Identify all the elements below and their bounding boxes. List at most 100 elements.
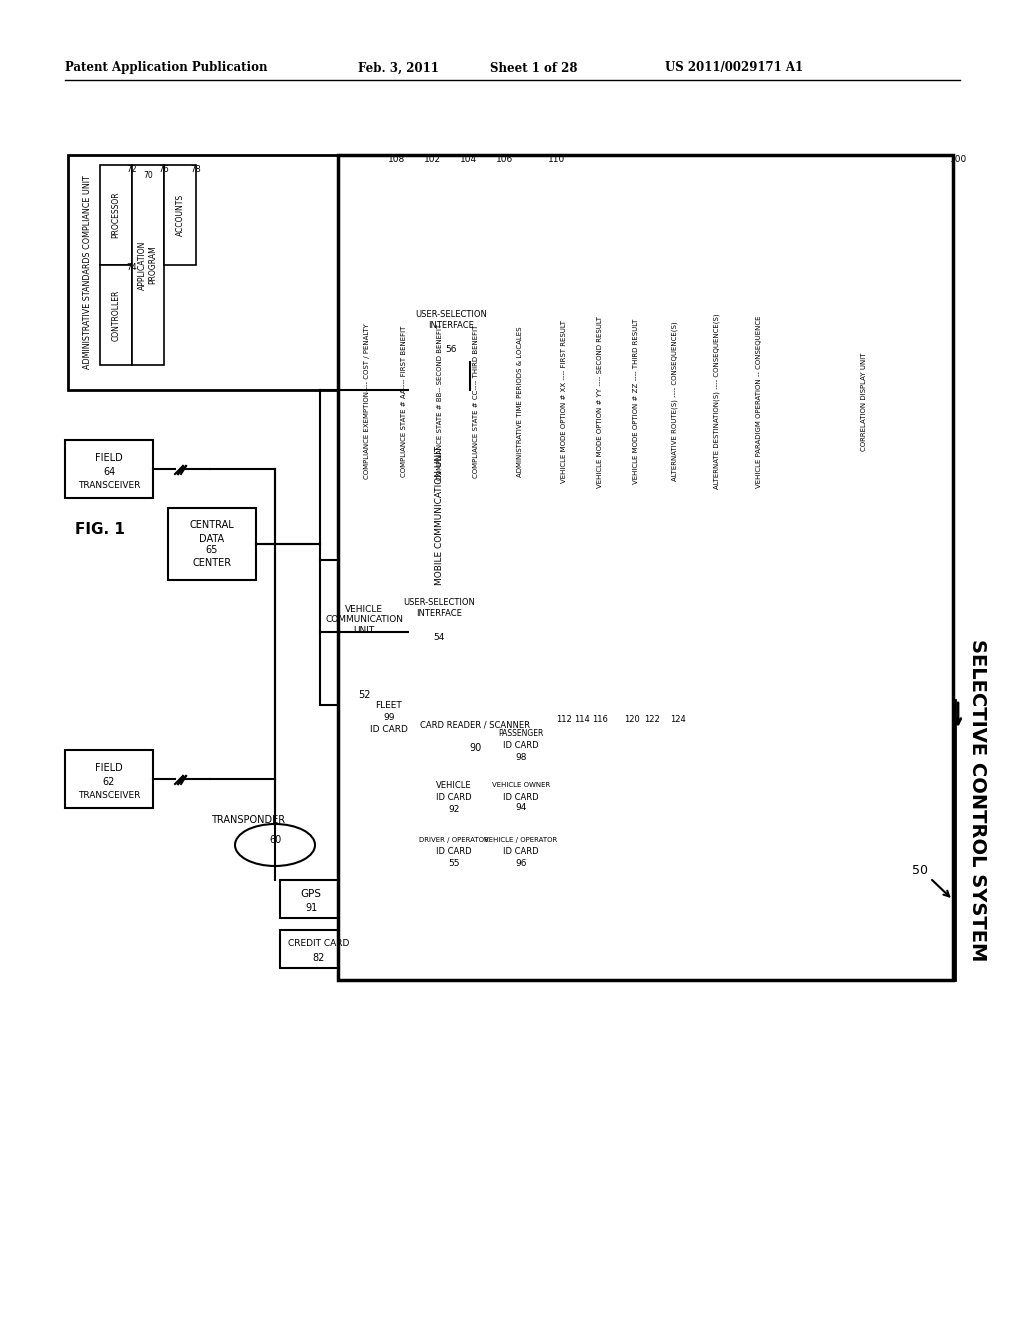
Bar (408, 579, 470, 648)
Text: 54: 54 (433, 634, 444, 643)
Text: 122: 122 (644, 715, 659, 725)
Bar (319, 560, 408, 705)
Bar (132, 165, 164, 366)
Text: VEHICLE OWNER: VEHICLE OWNER (492, 781, 550, 788)
Text: GPS: GPS (300, 888, 322, 899)
Bar (738, 165, 780, 638)
Text: FLEET: FLEET (376, 701, 402, 710)
Text: 55: 55 (449, 859, 460, 869)
Text: VEHICLE
COMMUNICATION
UNIT: VEHICLE COMMUNICATION UNIT (325, 605, 403, 635)
Text: USER-SELECTION
INTERFACE: USER-SELECTION INTERFACE (415, 310, 487, 330)
Text: TRANSCEIVER: TRANSCEIVER (78, 792, 140, 800)
Text: VEHICLE MODE OPTION # XX ---- FIRST RESULT: VEHICLE MODE OPTION # XX ---- FIRST RESU… (561, 319, 567, 483)
Text: ALTERNATE DESTINATION(S) ---- CONSEQUENCE(S): ALTERNATE DESTINATION(S) ---- CONSEQUENC… (714, 314, 720, 490)
Text: CENTER: CENTER (193, 558, 231, 568)
Text: CENTRAL: CENTRAL (189, 520, 234, 531)
Bar (422, 165, 458, 638)
Text: Feb. 3, 2011: Feb. 3, 2011 (358, 62, 439, 74)
Bar (338, 640, 953, 979)
Text: 98: 98 (515, 752, 526, 762)
Text: Sheet 1 of 28: Sheet 1 of 28 (490, 62, 578, 74)
Bar (490, 718, 552, 763)
Text: 90: 90 (469, 743, 481, 752)
Text: DRIVER / OPERATOR: DRIVER / OPERATOR (419, 837, 488, 843)
Bar (100, 165, 132, 265)
Bar (65, 750, 153, 808)
Text: ID CARD: ID CARD (436, 793, 472, 803)
Text: ID CARD: ID CARD (503, 741, 539, 750)
Bar (494, 165, 546, 638)
Bar (164, 165, 196, 265)
Text: 99: 99 (383, 714, 394, 722)
Text: 64: 64 (102, 467, 115, 477)
Bar (546, 165, 582, 638)
Text: ACCOUNTS: ACCOUNTS (175, 194, 184, 236)
Text: ID CARD: ID CARD (503, 847, 539, 857)
Text: TRANSPONDER: TRANSPONDER (211, 814, 285, 825)
Text: 96: 96 (515, 859, 526, 869)
Text: CREDIT CARD: CREDIT CARD (289, 940, 349, 949)
Text: APPLICATION
PROGRAM: APPLICATION PROGRAM (138, 240, 158, 289)
Text: FIELD: FIELD (95, 763, 123, 774)
Text: 92: 92 (449, 804, 460, 813)
Text: MOBILE COMMUNICATION UNIT: MOBILE COMMUNICATION UNIT (434, 445, 443, 585)
Text: SELECTIVE CONTROL SYSTEM: SELECTIVE CONTROL SYSTEM (969, 639, 987, 961)
Bar (68, 154, 411, 389)
Bar (490, 825, 552, 873)
Text: 104: 104 (460, 154, 477, 164)
Text: COMPLIANCE STATE # CC---- THIRD BENEFIT: COMPLIANCE STATE # CC---- THIRD BENEFIT (473, 325, 479, 478)
Text: 74: 74 (127, 264, 137, 272)
Bar (490, 770, 552, 814)
Bar (65, 440, 153, 498)
Text: ID CARD: ID CARD (370, 725, 408, 734)
Text: 56: 56 (445, 346, 457, 355)
Text: 124: 124 (670, 715, 686, 725)
Text: COMPLIANCE STATE # BB-- SECOND BENEFIT: COMPLIANCE STATE # BB-- SECOND BENEFIT (437, 323, 443, 479)
Text: 50: 50 (912, 863, 928, 876)
Text: 70: 70 (143, 170, 153, 180)
Text: CARD READER / SCANNER: CARD READER / SCANNER (420, 721, 530, 730)
Text: 116: 116 (592, 715, 608, 725)
Text: 108: 108 (388, 154, 406, 164)
Text: USER-SELECTION
INTERFACE: USER-SELECTION INTERFACE (403, 598, 475, 618)
Bar (338, 154, 953, 979)
Text: 76: 76 (159, 165, 169, 173)
Text: 65: 65 (206, 545, 218, 554)
Text: 62: 62 (102, 777, 115, 787)
Text: 60: 60 (269, 836, 282, 845)
Bar (582, 165, 618, 638)
Text: CORRELATION DISPLAY UNIT: CORRELATION DISPLAY UNIT (861, 352, 867, 450)
Text: ADMINISTRATIVE TIME PERIODS & LOCALES: ADMINISTRATIVE TIME PERIODS & LOCALES (517, 326, 523, 477)
Text: 78: 78 (190, 165, 202, 173)
Bar (780, 165, 948, 638)
Text: ID CARD: ID CARD (503, 792, 539, 801)
Text: ALTERNATIVE ROUTE(S) ---- CONSEQUENCE(S): ALTERNATIVE ROUTE(S) ---- CONSEQUENCE(S) (672, 322, 678, 482)
Text: FIELD: FIELD (95, 453, 123, 463)
Text: 72: 72 (127, 165, 137, 173)
Text: FIG. 1: FIG. 1 (75, 523, 125, 537)
Text: ADMINISTRATIVE STANDARDS COMPLIANCE UNIT: ADMINISTRATIVE STANDARDS COMPLIANCE UNIT (83, 176, 91, 368)
Bar (618, 165, 654, 638)
Text: PROCESSOR: PROCESSOR (112, 191, 121, 239)
Bar (654, 165, 696, 638)
Text: COMPLIANCE EXEMPTION---- COST / PENALTY: COMPLIANCE EXEMPTION---- COST / PENALTY (364, 323, 370, 479)
Bar (360, 690, 418, 735)
Text: ID CARD: ID CARD (436, 847, 472, 857)
Bar (168, 508, 256, 579)
Text: PASSENGER: PASSENGER (499, 729, 544, 738)
Text: VEHICLE MODE OPTION # ZZ ---- THIRD RESULT: VEHICLE MODE OPTION # ZZ ---- THIRD RESU… (633, 319, 639, 484)
Bar (458, 165, 494, 638)
Bar (425, 770, 483, 814)
Bar (420, 294, 482, 360)
Text: COMPLIANCE STATE # AA---- FIRST BENEFIT: COMPLIANCE STATE # AA---- FIRST BENEFIT (401, 326, 407, 478)
Text: 82: 82 (312, 953, 326, 964)
Text: 52: 52 (357, 690, 371, 700)
Bar (348, 165, 386, 638)
Bar (100, 265, 132, 366)
Text: DATA: DATA (200, 535, 224, 544)
Text: 100: 100 (950, 154, 968, 164)
Text: 110: 110 (548, 154, 565, 164)
Text: 91: 91 (305, 903, 317, 913)
Bar (280, 880, 342, 917)
Text: VEHICLE PARADIGM OPERATION -- CONSEQUENCE: VEHICLE PARADIGM OPERATION -- CONSEQUENC… (756, 315, 762, 488)
